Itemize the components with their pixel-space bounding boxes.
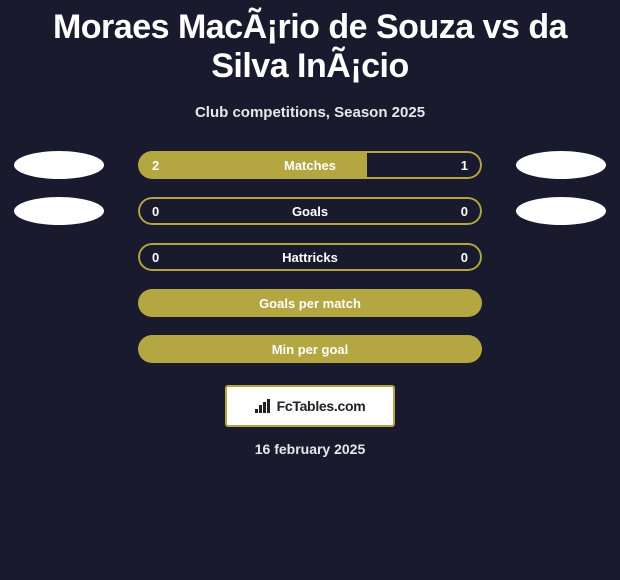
stat-bar: 00Goals <box>138 197 482 225</box>
stat-row: 00Goals <box>0 197 620 225</box>
stat-label: Min per goal <box>138 342 482 357</box>
stat-row: 21Matches <box>0 151 620 179</box>
stat-row: Goals per match <box>0 289 620 317</box>
stat-row: 00Hattricks <box>0 243 620 271</box>
stat-label: Matches <box>138 158 482 173</box>
logo-text: FcTables.com <box>277 398 366 414</box>
stat-row: Min per goal <box>0 335 620 363</box>
comparison-card: Moraes MacÃ¡rio de Souza vs da Silva InÃ… <box>0 0 620 457</box>
stat-bar: 21Matches <box>138 151 482 179</box>
stat-bar: Goals per match <box>138 289 482 317</box>
avatar-right <box>516 151 606 179</box>
stat-label: Hattricks <box>138 250 482 265</box>
stat-label: Goals per match <box>138 296 482 311</box>
stat-label: Goals <box>138 204 482 219</box>
stats-rows: 21Matches 00Goals 00Hattricks Goals per mat… <box>0 151 620 363</box>
page-title: Moraes MacÃ¡rio de Souza vs da Silva InÃ… <box>0 0 620 92</box>
avatar-left <box>14 197 104 225</box>
stat-bar: Min per goal <box>138 335 482 363</box>
avatar-right <box>516 197 606 225</box>
avatar-left <box>14 151 104 179</box>
chart-icon <box>255 399 271 413</box>
date-text: 16 february 2025 <box>0 441 620 457</box>
logo-box[interactable]: FcTables.com <box>225 385 395 427</box>
stat-bar: 00Hattricks <box>138 243 482 271</box>
subtitle: Club competitions, Season 2025 <box>0 104 620 121</box>
